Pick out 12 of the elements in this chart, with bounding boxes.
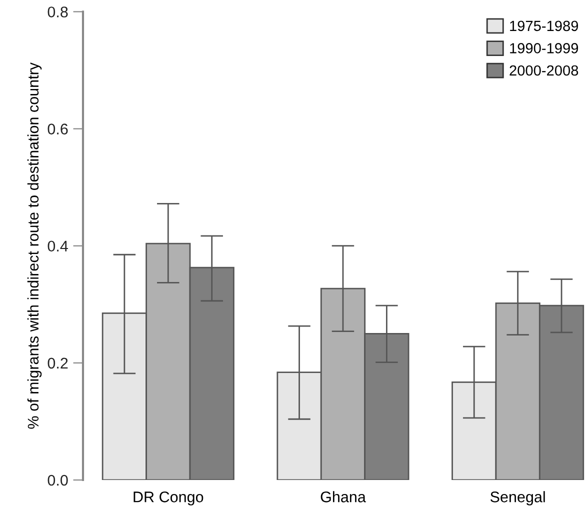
y-axis-title: % of migrants with indirect route to destination country bbox=[27, 62, 42, 429]
y-tick-label: 0.8 bbox=[48, 6, 68, 18]
legend-label: 2000-2008 bbox=[510, 65, 578, 76]
y-tick-label: 0.0 bbox=[48, 474, 68, 486]
y-tick-label: 0.2 bbox=[48, 358, 68, 369]
x-tick-label: Ghana bbox=[320, 491, 366, 502]
y-tick-label: 0.6 bbox=[48, 124, 68, 134]
legend-label: 1990-1999 bbox=[510, 43, 578, 54]
legend-label: 1975-1989 bbox=[510, 20, 578, 32]
y-tick-label: 0.4 bbox=[48, 240, 68, 252]
x-tick-label: Senegal bbox=[490, 491, 545, 506]
x-tick-label: DR Congo bbox=[134, 492, 204, 506]
